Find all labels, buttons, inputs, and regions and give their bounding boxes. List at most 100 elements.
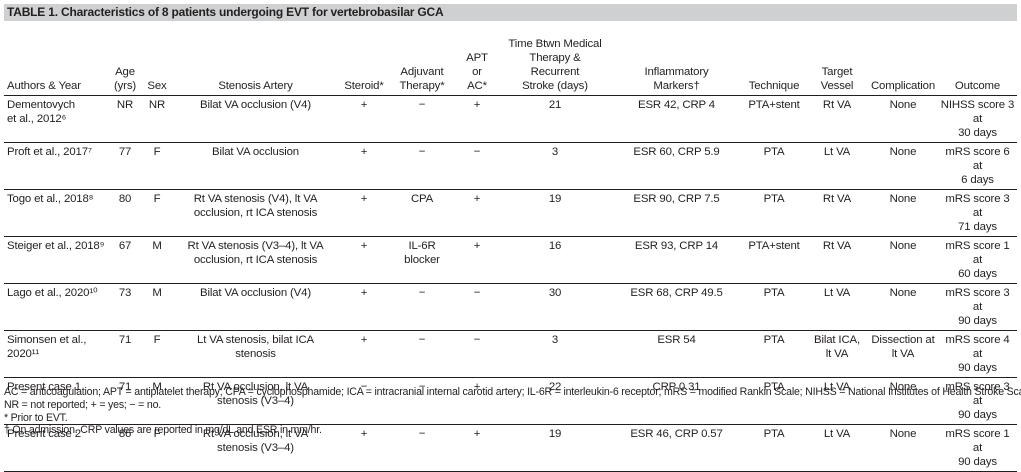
patient-characteristics-table: Authors & Year Age (yrs) Sex Stenosis Ar… [4, 25, 1017, 472]
table-cell: ESR 68, CRP 49.5 [611, 283, 742, 331]
table-cell: 3 [499, 142, 611, 190]
table-cell: Lt VA [806, 377, 868, 425]
table-cell: − [389, 377, 455, 425]
table-cell: + [339, 330, 389, 378]
table-cell: + [339, 236, 389, 284]
table-cell: − [389, 283, 455, 331]
table-cell: None [868, 283, 938, 331]
table-cell: mRS score 3 at 90 days [938, 377, 1017, 425]
table-cell: − [455, 142, 499, 190]
document-page: TABLE 1. Characteristics of 8 patients u… [4, 4, 1021, 472]
table-cell: ESR 54 [611, 330, 742, 378]
table-cell: Bilat ICA, lt VA [806, 330, 868, 378]
table-cell: PTA+stent [742, 95, 806, 143]
table-cell: PTA [742, 189, 806, 237]
table-cell: Togo et al., 2018⁸ [4, 189, 108, 237]
table-cell: 30 [499, 283, 611, 331]
header-row: Authors & Year Age (yrs) Sex Stenosis Ar… [4, 25, 1017, 96]
table-cell: − [389, 330, 455, 378]
table-cell: 67 [108, 236, 142, 284]
footnote-dagger: † On admission. CRP values are reported … [4, 424, 322, 437]
table-cell: CPA [389, 189, 455, 237]
table-cell: + [339, 95, 389, 143]
table-cell: + [339, 189, 389, 237]
table-cell: + [455, 236, 499, 284]
table-cell: Simonsen et al., 2020¹¹ [4, 330, 108, 378]
table-row: Proft et al., 2017⁷ 77 F Bilat VA occlusion… [4, 142, 1017, 190]
table-cell: Dementovych et al., 2012⁶ [4, 95, 108, 143]
table-cell: 22 [499, 377, 611, 425]
table-cell: 77 [108, 142, 142, 190]
column-header: Adjuvant Therapy* [389, 25, 455, 96]
table-cell: None [868, 142, 938, 190]
table-row: Steiger et al., 2018⁹ 67 M Rt VA stenosis (… [4, 236, 1017, 284]
table-cell: Rt VA stenosis (V4), lt VA occlusion, rt… [172, 189, 339, 237]
table-cell: − [389, 142, 455, 190]
column-header: Time Btwn Medical Therapy & Recurrent St… [499, 25, 611, 96]
table-cell: Bilat VA occlusion [172, 142, 339, 190]
table-cell: − [455, 330, 499, 378]
table-cell: M [142, 283, 172, 331]
column-header: Stenosis Artery [172, 25, 339, 96]
column-header: Inflammatory Markers† [611, 25, 742, 96]
table-cell: Lt VA stenosis, bilat ICA stenosis [172, 330, 339, 378]
column-header: Steroid* [339, 25, 389, 96]
table-row: Present case 1 71 M Rt VA occlusion, lt VA … [4, 377, 1017, 425]
table-cell: None [868, 377, 938, 425]
table-cell: Dissection at lt VA [868, 330, 938, 378]
table-cell: ESR 90, CRP 7.5 [611, 189, 742, 237]
table-cell: 71 [108, 330, 142, 378]
table-row: Lago et al., 2020¹⁰ 73 M Bilat VA occlusion… [4, 283, 1017, 331]
table-cell: 71 [108, 377, 142, 425]
table-cell: Steiger et al., 2018⁹ [4, 236, 108, 284]
table-cell: NR [142, 95, 172, 143]
table-cell: NIHSS score 3 at 30 days [938, 95, 1017, 143]
table-cell: ESR 42, CRP 4 [611, 95, 742, 143]
table-cell: Proft et al., 2017⁷ [4, 142, 108, 190]
table-cell: PTA [742, 142, 806, 190]
table-cell: ESR 93, CRP 14 [611, 236, 742, 284]
table-cell: Lt VA [806, 283, 868, 331]
table-cell: − [339, 377, 389, 425]
table-cell: Lt VA [806, 142, 868, 190]
table-footnotes: AC = anticoagulation; APT = antiplatelet… [4, 386, 1021, 437]
table-row: Togo et al., 2018⁸ 80 F Rt VA stenosis (V4)… [4, 189, 1017, 237]
table-cell: + [455, 189, 499, 237]
column-header: Age (yrs) [108, 25, 142, 96]
table-cell: F [142, 189, 172, 237]
table-cell: Rt VA occlusion, lt VA stenosis (V3–4) [172, 377, 339, 425]
table-cell: + [339, 142, 389, 190]
column-header: Target Vessel [806, 25, 868, 96]
table-row: Simonsen et al., 2020¹¹ 71 F Lt VA stenosis… [4, 330, 1017, 378]
footnote-abbreviations: AC = anticoagulation; APT = antiplatelet… [4, 386, 1021, 398]
table-cell: None [868, 95, 938, 143]
table-cell: IL-6R blocker [389, 236, 455, 284]
table-cell: Present case 1 [4, 377, 108, 425]
table-cell: 80 [108, 189, 142, 237]
column-header: APT or AC* [455, 25, 499, 96]
table-cell: + [455, 95, 499, 143]
column-header: Technique [742, 25, 806, 96]
table-cell: 21 [499, 95, 611, 143]
table-cell: M [142, 377, 172, 425]
table-cell: mRS score 3 at 71 days [938, 189, 1017, 237]
table-cell: Bilat VA occlusion (V4) [172, 95, 339, 143]
table-cell: CRP 0.31 [611, 377, 742, 425]
table-cell: Rt VA [806, 189, 868, 237]
table-cell: 16 [499, 236, 611, 284]
table-cell: PTA [742, 377, 806, 425]
table-cell: PTA [742, 330, 806, 378]
table-cell: 73 [108, 283, 142, 331]
table-cell: Rt VA [806, 236, 868, 284]
table-cell: mRS score 3 at 90 days [938, 283, 1017, 331]
table-cell: PTA [742, 283, 806, 331]
table-cell: None [868, 189, 938, 237]
table-cell: + [339, 283, 389, 331]
table-cell: Rt VA stenosis (V3–4), lt VA occlusion, … [172, 236, 339, 284]
column-header: Authors & Year [4, 25, 108, 96]
table-cell: ESR 60, CRP 5.9 [611, 142, 742, 190]
table-row: Dementovych et al., 2012⁶ NR NR Bilat VA oc… [4, 95, 1017, 143]
table-cell: M [142, 236, 172, 284]
footnote-abbreviations-cont: NR = not reported; + = yes; − = no. [4, 398, 162, 411]
table-cell: + [455, 377, 499, 425]
